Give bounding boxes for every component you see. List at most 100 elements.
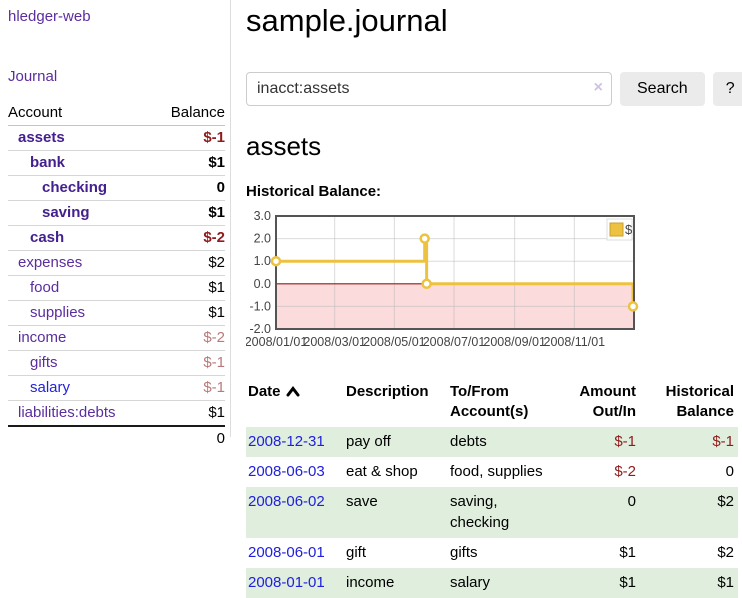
y-axis-tick-label: 2.0 bbox=[254, 232, 271, 246]
date-column-label: Date bbox=[248, 383, 281, 400]
transaction-amount: $1 bbox=[619, 544, 636, 561]
account-balance-table: Account Balance assets $-1 bank $1 checking 0… bbox=[8, 102, 225, 451]
transaction-accounts: gifts bbox=[450, 544, 478, 561]
historical-balance-chart: $3.0 2.0 1.0 0.0 -1.0 -2.0 2008/01/01 2008/03/0… bbox=[245, 209, 738, 355]
sidebar-item-journal[interactable]: Journal bbox=[8, 68, 58, 85]
help-button[interactable]: ? bbox=[712, 72, 742, 106]
account-balance: $2 bbox=[152, 250, 225, 276]
account-balance: $1 bbox=[152, 150, 225, 176]
x-axis-tick-label: 2008/09/01 bbox=[483, 335, 546, 349]
account-link[interactable]: cash bbox=[30, 229, 65, 246]
account-row: supplies $1 bbox=[8, 300, 225, 326]
account-row: liabilities:debts $1 bbox=[8, 400, 225, 427]
column-header-description: Description bbox=[346, 383, 429, 400]
transaction-balance: $1 bbox=[717, 574, 734, 591]
total-row: 0 bbox=[8, 425, 225, 451]
account-balance: $-2 bbox=[152, 325, 225, 351]
balance-column-header: Balance bbox=[152, 102, 225, 126]
account-row: expenses $2 bbox=[8, 250, 225, 276]
transaction-date-link[interactable]: 2008-12-31 bbox=[248, 433, 325, 450]
register-row[interactable]: 2008-06-01 gift gifts $1 $2 bbox=[246, 538, 738, 568]
legend-swatch bbox=[609, 222, 624, 237]
transaction-description: pay off bbox=[346, 433, 391, 450]
account-table-header: Account Balance bbox=[8, 102, 225, 126]
account-link[interactable]: assets bbox=[18, 129, 65, 146]
transaction-description: eat & shop bbox=[346, 463, 418, 480]
clear-search-icon[interactable]: × bbox=[593, 79, 603, 96]
account-balance: $1 bbox=[152, 300, 225, 326]
account-balance: $-1 bbox=[152, 125, 225, 151]
account-link[interactable]: supplies bbox=[30, 304, 86, 321]
account-link[interactable]: income bbox=[18, 329, 67, 346]
search-button[interactable]: Search bbox=[620, 72, 705, 106]
account-link[interactable]: saving bbox=[42, 204, 90, 221]
transaction-accounts: salary bbox=[450, 574, 491, 591]
transaction-date-link[interactable]: 2008-06-01 bbox=[248, 544, 325, 561]
account-row: gifts $-1 bbox=[8, 350, 225, 376]
transaction-date-link[interactable]: 2008-06-02 bbox=[248, 493, 325, 510]
account-row: bank $1 bbox=[8, 150, 225, 176]
transaction-amount: $-1 bbox=[614, 433, 636, 450]
account-link[interactable]: expenses bbox=[18, 254, 83, 271]
account-balance: $-1 bbox=[152, 350, 225, 376]
transaction-balance: $-1 bbox=[712, 433, 734, 450]
total-balance: 0 bbox=[152, 425, 225, 451]
data-point-marker bbox=[421, 278, 432, 290]
account-link[interactable]: salary bbox=[30, 379, 71, 396]
transaction-description: gift bbox=[346, 544, 367, 561]
y-axis-tick-label: 1.0 bbox=[254, 254, 271, 268]
y-axis-tick-label: 0.0 bbox=[254, 277, 271, 291]
data-point-marker bbox=[627, 301, 639, 312]
account-link[interactable]: liabilities:debts bbox=[18, 404, 116, 421]
account-row: assets $-1 bbox=[8, 125, 225, 151]
sidebar-nav: Journal bbox=[8, 68, 224, 85]
account-balance: $1 bbox=[152, 275, 225, 301]
account-link[interactable]: food bbox=[30, 279, 60, 296]
account-link[interactable]: checking bbox=[42, 179, 108, 196]
transaction-balance: 0 bbox=[725, 463, 734, 480]
account-row: salary $-1 bbox=[8, 375, 225, 401]
account-row: cash $-2 bbox=[8, 225, 225, 251]
app-title-link[interactable]: hledger-web bbox=[8, 8, 91, 25]
account-column-header: Account bbox=[8, 102, 153, 126]
chart-canvas: $3.0 2.0 1.0 0.0 -1.0 -2.02008/01/012008/03/0… bbox=[245, 209, 639, 349]
register-row[interactable]: 2008-06-02 save saving, checking 0 $2 bbox=[246, 487, 738, 538]
search-input[interactable] bbox=[246, 72, 612, 106]
account-row: income $-2 bbox=[8, 325, 225, 351]
register-row[interactable]: 2008-01-01 income salary $1 $1 bbox=[246, 568, 738, 598]
x-axis-tick-label: 2008/05/01 bbox=[363, 335, 426, 349]
register-row[interactable]: 2008-06-03 eat & shop food, supplies $-2 0 bbox=[246, 457, 738, 487]
transaction-description: save bbox=[346, 493, 378, 510]
account-row: checking 0 bbox=[8, 175, 225, 201]
account-balance: 0 bbox=[152, 175, 225, 201]
search-input-wrapper: × bbox=[246, 72, 612, 106]
search-form: × Search ? bbox=[246, 72, 742, 106]
x-axis-tick-label: 2008/01/01 bbox=[246, 335, 307, 349]
data-point-marker bbox=[419, 233, 430, 244]
register-table: Date Description To/From Account(s) Amou… bbox=[246, 379, 738, 598]
register-row[interactable]: 2008-12-31 pay off debts $-1 $-1 bbox=[246, 427, 738, 457]
chart-title: Historical Balance: bbox=[246, 183, 382, 200]
account-balance: $-1 bbox=[152, 375, 225, 401]
sort-ascending-icon bbox=[286, 383, 300, 403]
transaction-accounts: debts bbox=[450, 433, 487, 450]
column-header-balance: Historical Balance bbox=[665, 383, 734, 420]
transaction-accounts: saving, checking bbox=[450, 493, 510, 531]
transaction-accounts: food, supplies bbox=[450, 463, 543, 480]
column-header-date[interactable]: Date bbox=[246, 379, 344, 427]
plot-border bbox=[275, 215, 635, 330]
x-axis-tick-label: 2008/07/01 bbox=[423, 335, 486, 349]
account-link[interactable]: gifts bbox=[30, 354, 58, 371]
y-axis-tick-label: -1.0 bbox=[249, 299, 271, 313]
sidebar: hledger-web Journal Account Balance asse… bbox=[0, 0, 231, 451]
transaction-amount: $1 bbox=[619, 574, 636, 591]
transaction-description: income bbox=[346, 574, 395, 591]
account-heading: assets bbox=[246, 131, 322, 161]
account-row: saving $1 bbox=[8, 200, 225, 226]
column-header-accounts: To/From Account(s) bbox=[450, 383, 529, 420]
transaction-date-link[interactable]: 2008-01-01 bbox=[248, 574, 325, 591]
account-balance: $1 bbox=[152, 400, 225, 427]
transaction-balance: $2 bbox=[717, 493, 734, 510]
account-link[interactable]: bank bbox=[30, 154, 66, 171]
transaction-date-link[interactable]: 2008-06-03 bbox=[248, 463, 325, 480]
